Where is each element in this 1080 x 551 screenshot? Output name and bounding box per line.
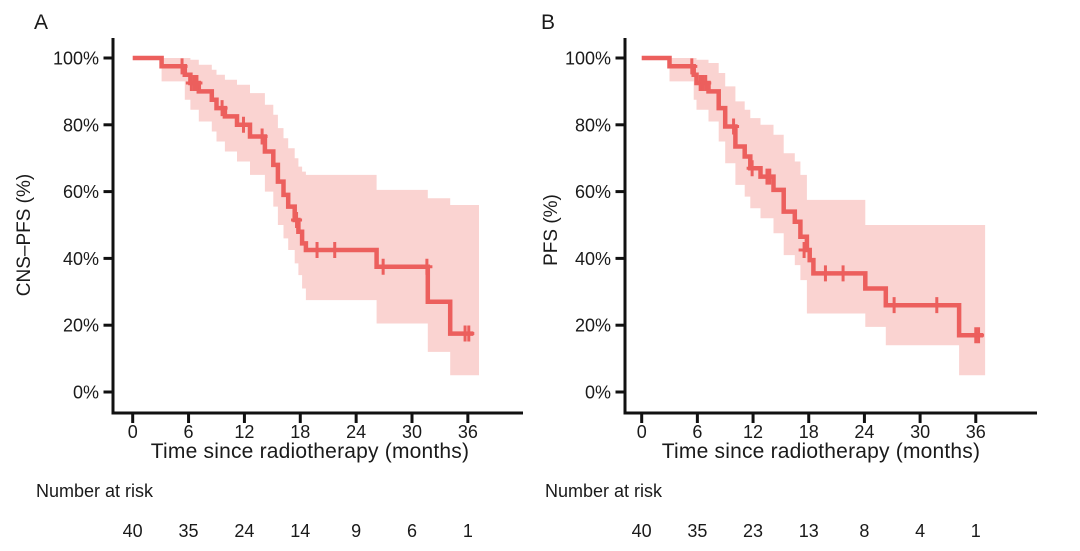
risk-count: 40 [632,521,652,541]
risk-count: 8 [859,521,869,541]
x-tick-label: 0 [637,422,647,442]
censor-mark [176,58,188,75]
x-tick-label: 36 [966,422,986,442]
x-axis-title: Time since radiotherapy (months) [661,440,981,463]
axes [623,38,1037,415]
risk-table-label: Number at risk [36,481,154,501]
risk-table-label: Number at risk [545,481,663,501]
risk-count: 40 [123,521,143,541]
y-tick-label: 100% [565,49,611,69]
censor-mark [377,258,389,275]
censor-mark [819,265,831,282]
censor-mark [973,327,985,344]
x-tick-label: 0 [128,422,138,442]
censor-mark [329,242,341,259]
x-tick-label: 6 [692,422,702,442]
y-tick-label: 20% [63,316,99,336]
censor-mark [686,58,698,75]
censor-mark [931,297,943,314]
censor-mark [764,168,776,185]
confidence-band [161,58,479,376]
censor-mark [798,242,810,259]
x-tick-label: 36 [458,422,478,442]
censor-mark [216,100,228,117]
axes [111,38,523,415]
risk-count: 35 [687,521,707,541]
km-plot-pfs: 0 6 12 18 24 30 36 100% 80% 60% 40% 20% 0% 40 35 23 13 8 4… [565,38,1037,541]
y-tick-label: 0% [73,383,99,403]
panel-letter: A [34,11,49,34]
risk-count: 13 [799,521,819,541]
panel-cns-pfs: 0 6 12 18 24 30 36 100% 80% 60% 40% 20% 0% 40 35 24 14 9 6… [14,11,523,541]
x-tick-label: 30 [910,422,930,442]
risk-count: 1 [463,521,473,541]
risk-count: 23 [743,521,763,541]
risk-count: 1 [971,521,981,541]
censor-mark [837,265,849,282]
x-tick-label: 12 [743,422,763,442]
censor-mark [421,258,433,275]
censor-mark [256,128,268,145]
x-axis-title: Time since radiotherapy (months) [150,440,470,463]
panel-pfs: 0 6 12 18 24 30 36 100% 80% 60% 40% 20% 0% 40 35 23 13 8 4… [540,0,1080,551]
y-tick-label: 60% [575,182,611,202]
y-tick-label: 80% [63,115,99,135]
risk-count: 4 [915,521,925,541]
x-tick-label: 12 [234,422,254,442]
censor-mark [291,211,303,228]
y-tick-label: 0% [585,383,611,403]
x-tick-label: 6 [184,422,194,442]
y-tick-label: 80% [575,115,611,135]
censor-mark [728,118,740,135]
x-tick-label: 18 [290,422,310,442]
risk-count: 24 [234,521,254,541]
risk-count: 14 [290,521,310,541]
risk-count: 35 [179,521,199,541]
y-tick-label: 60% [63,182,99,202]
x-tick-label: 18 [799,422,819,442]
risk-count: 9 [351,521,361,541]
y-axis-title: PFS (%) [541,194,562,266]
y-axis-title: CNS–PFS (%) [14,173,35,297]
censor-mark [700,75,712,92]
censor-mark [463,325,475,342]
y-tick-label: 40% [63,249,99,269]
censor-mark [746,160,758,177]
x-tick-label: 24 [346,422,366,442]
censor-mark [191,75,203,92]
y-tick-label: 100% [53,49,99,69]
confidence-band [669,58,986,376]
censor-mark [311,242,323,259]
x-tick-label: 30 [402,422,422,442]
panel-letter: B [541,11,556,34]
km-plot-cns-pfs: 0 6 12 18 24 30 36 100% 80% 60% 40% 20% 0% 40 35 24 14 9 6… [53,38,523,541]
y-tick-label: 20% [575,316,611,336]
censor-mark [237,116,249,133]
y-tick-label: 40% [575,249,611,269]
x-tick-label: 24 [854,422,874,442]
censor-mark [888,297,900,314]
risk-count: 6 [407,521,417,541]
